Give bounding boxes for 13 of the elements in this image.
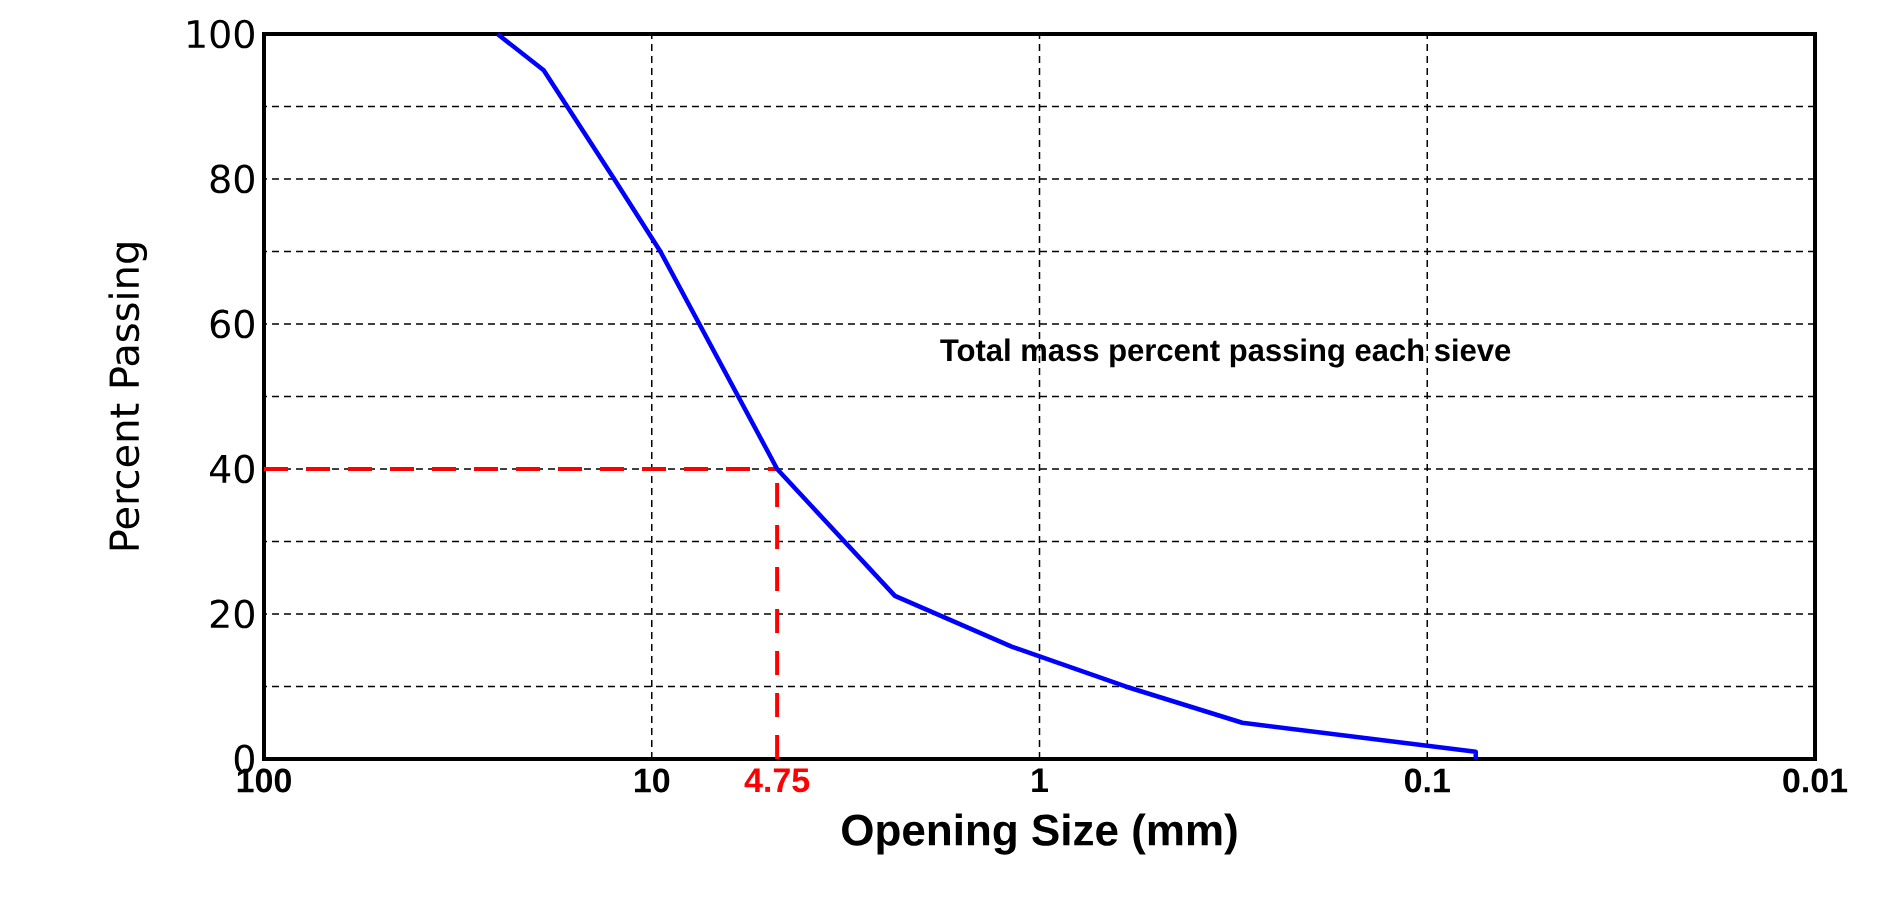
x-tick-label: 0.1 <box>1404 768 1450 793</box>
x-axis-title: Opening Size (mm) <box>842 813 1237 855</box>
y-tick-label: 80 <box>210 164 254 194</box>
ref-line-label: 4.75 <box>744 768 810 793</box>
y-axis-title: Percent Passing <box>108 243 148 550</box>
y-tick-label: 20 <box>210 599 254 629</box>
y-tick-label: 40 <box>209 454 254 484</box>
x-tick-label: 1 <box>1032 768 1049 792</box>
y-tick-label: 60 <box>210 309 254 339</box>
annotation: Total mass percent passing each sieve <box>940 338 1511 368</box>
x-tick-label: 0.01 <box>1783 768 1848 793</box>
x-tick-label: 10 <box>634 768 670 793</box>
y-tick-label: 100 <box>188 19 254 49</box>
